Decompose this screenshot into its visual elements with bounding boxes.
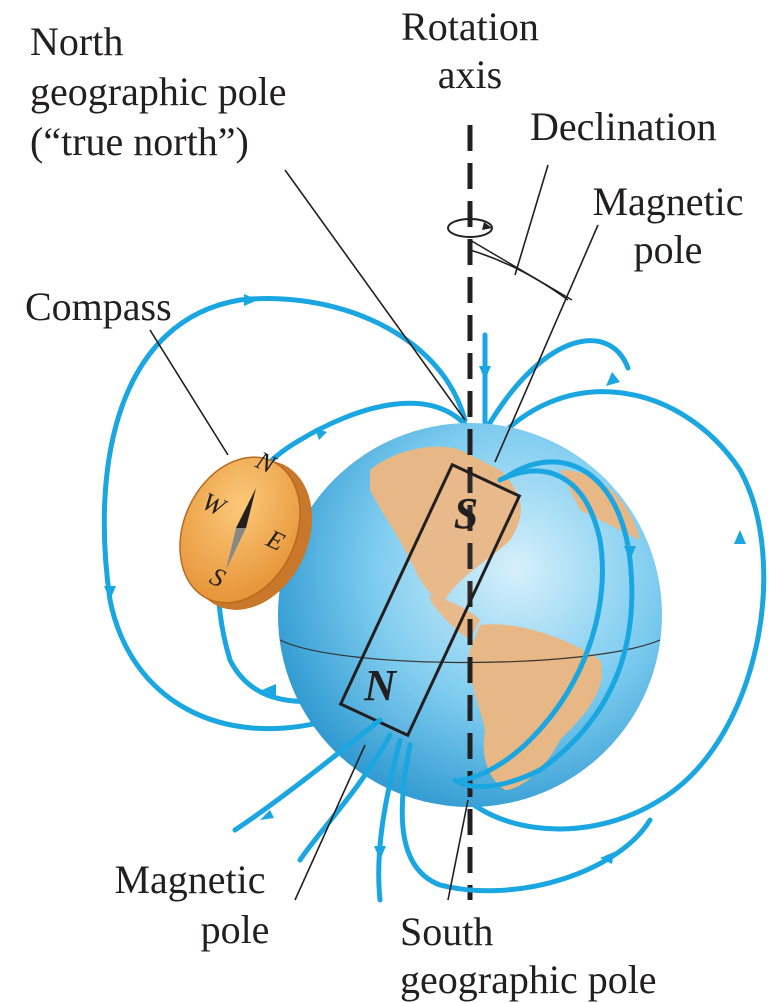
label-declination: Declination xyxy=(530,104,717,149)
label-south: South xyxy=(400,909,493,954)
label-magnetic-pole: Magnetic xyxy=(592,179,743,224)
magnet-north-label: N xyxy=(363,661,398,710)
declination-arc xyxy=(470,250,568,300)
label-compass: Compass xyxy=(25,284,172,329)
magnet-south-label: S xyxy=(454,489,478,538)
label-magnetic-pole: Magnetic xyxy=(114,857,265,902)
label-north: (“true north”) xyxy=(30,119,249,164)
label-magnetic-pole: pole xyxy=(634,227,703,272)
label-south: geographic pole xyxy=(400,957,657,1002)
label-magnetic-pole: pole xyxy=(201,907,270,952)
label-north: geographic pole xyxy=(30,69,287,114)
diagram: S N N E S W xyxy=(0,0,784,1003)
label-north: North xyxy=(30,19,123,64)
label-rotation: Rotation xyxy=(401,4,539,49)
label-rotation: axis xyxy=(438,52,502,97)
